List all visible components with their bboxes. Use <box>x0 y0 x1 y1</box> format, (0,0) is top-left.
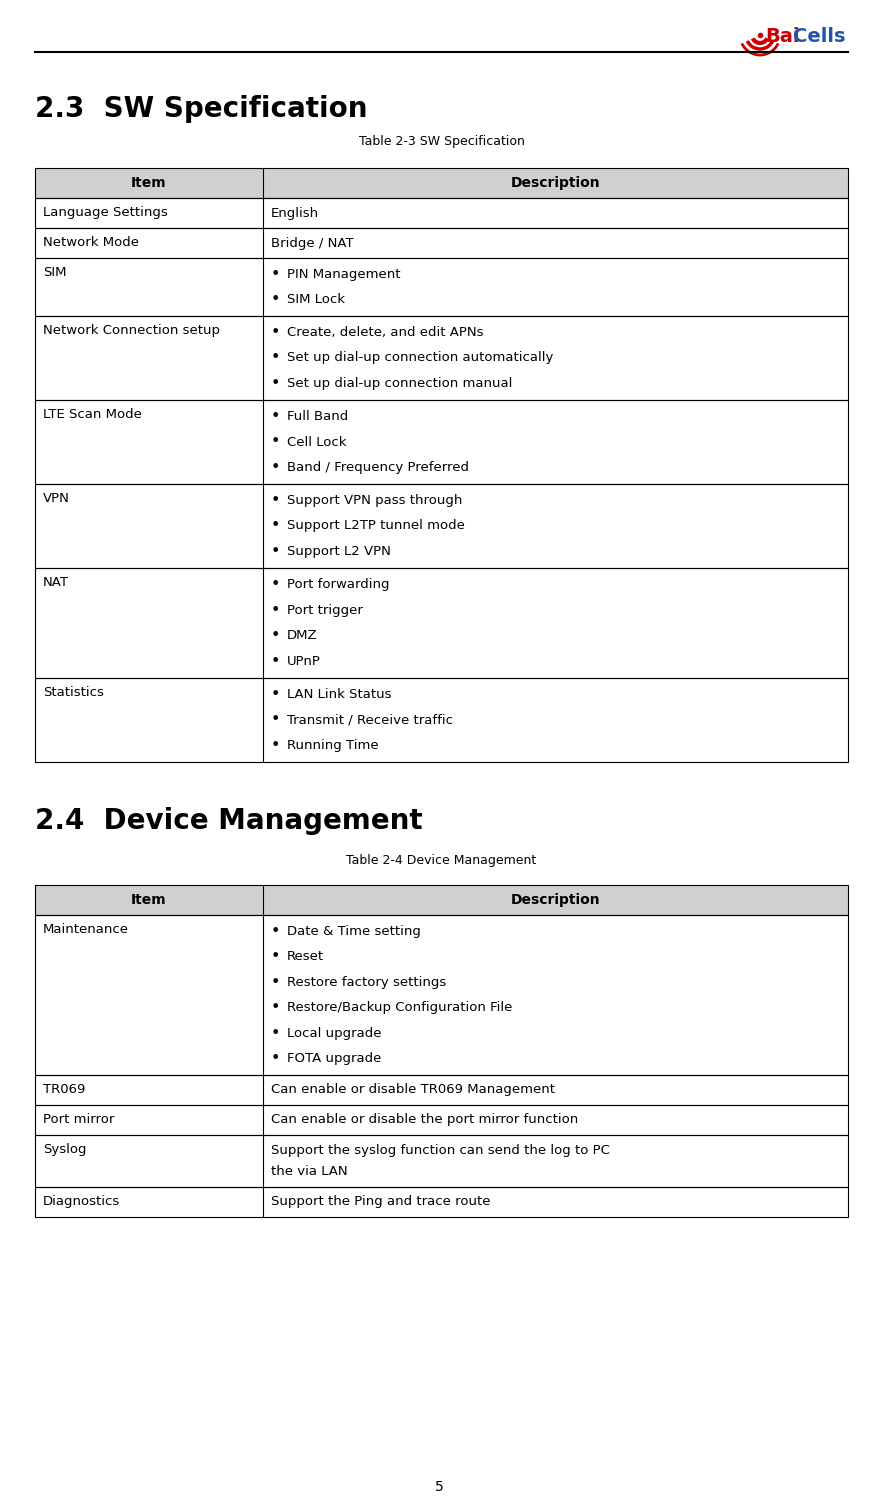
Text: Transmit / Receive traffic: Transmit / Receive traffic <box>287 714 453 726</box>
Text: •: • <box>271 351 280 366</box>
Bar <box>35 677 847 762</box>
Bar <box>35 168 847 198</box>
Text: •: • <box>271 603 280 618</box>
Text: Item: Item <box>131 894 167 907</box>
Text: 2.3  SW Specification: 2.3 SW Specification <box>35 95 367 122</box>
Text: •: • <box>271 519 280 534</box>
Text: •: • <box>271 268 280 281</box>
Text: Port forwarding: Port forwarding <box>287 578 389 591</box>
Text: FOTA upgrade: FOTA upgrade <box>287 1052 381 1064</box>
Text: SIM: SIM <box>43 266 67 280</box>
Text: •: • <box>271 712 280 727</box>
Text: •: • <box>271 629 280 643</box>
Text: Maintenance: Maintenance <box>43 922 129 936</box>
Text: •: • <box>271 686 280 702</box>
Text: VPN: VPN <box>43 491 70 505</box>
Text: Network Connection setup: Network Connection setup <box>43 324 220 337</box>
Text: •: • <box>271 376 280 392</box>
Bar <box>35 1105 847 1136</box>
Text: •: • <box>271 1025 280 1040</box>
Bar <box>35 228 847 259</box>
Text: Running Time: Running Time <box>287 739 378 751</box>
Text: Date & Time setting: Date & Time setting <box>287 925 420 937</box>
Text: Band / Frequency Preferred: Band / Frequency Preferred <box>287 461 468 473</box>
Text: Restore/Backup Configuration File: Restore/Backup Configuration File <box>287 1001 512 1015</box>
Text: DMZ: DMZ <box>287 629 317 643</box>
Text: •: • <box>271 325 280 340</box>
Text: Can enable or disable the port mirror function: Can enable or disable the port mirror fu… <box>271 1113 578 1126</box>
Bar <box>35 569 847 677</box>
Text: LTE Scan Mode: LTE Scan Mode <box>43 408 142 420</box>
Text: Reset: Reset <box>287 951 324 963</box>
Text: •: • <box>271 292 280 307</box>
Text: Can enable or disable TR069 Management: Can enable or disable TR069 Management <box>271 1084 554 1096</box>
Text: •: • <box>271 975 280 990</box>
Text: •: • <box>271 410 280 423</box>
Text: •: • <box>271 738 280 753</box>
Text: •: • <box>271 434 280 449</box>
Text: Support the Ping and trace route: Support the Ping and trace route <box>271 1196 490 1208</box>
Text: Bai: Bai <box>764 27 799 45</box>
Text: Table 2-3 SW Specification: Table 2-3 SW Specification <box>358 135 524 148</box>
Text: 5: 5 <box>434 1480 443 1494</box>
Bar <box>35 1136 847 1187</box>
Text: Support L2TP tunnel mode: Support L2TP tunnel mode <box>287 520 464 532</box>
Text: PIN Management: PIN Management <box>287 268 400 281</box>
Text: •: • <box>271 1001 280 1015</box>
Text: LAN Link Status: LAN Link Status <box>287 688 391 702</box>
Text: Item: Item <box>131 175 167 191</box>
Text: •: • <box>271 950 280 965</box>
Text: Set up dial-up connection manual: Set up dial-up connection manual <box>287 376 512 390</box>
Bar <box>35 168 847 198</box>
Bar <box>35 259 847 316</box>
Text: •: • <box>271 493 280 508</box>
Text: •: • <box>271 653 280 668</box>
Text: Diagnostics: Diagnostics <box>43 1194 120 1208</box>
Text: •: • <box>271 924 280 939</box>
Bar <box>35 316 847 401</box>
Text: Restore factory settings: Restore factory settings <box>287 975 446 989</box>
Text: Cell Lock: Cell Lock <box>287 435 346 449</box>
Text: Support L2 VPN: Support L2 VPN <box>287 544 390 558</box>
Bar <box>35 484 847 569</box>
Text: TR069: TR069 <box>43 1083 85 1096</box>
Text: the via LAN: the via LAN <box>271 1164 347 1178</box>
Text: Network Mode: Network Mode <box>43 236 139 249</box>
Text: UPnP: UPnP <box>287 655 320 668</box>
Text: SIM Lock: SIM Lock <box>287 293 345 305</box>
Text: Port mirror: Port mirror <box>43 1113 114 1126</box>
Text: Support the syslog function can send the log to PC: Support the syslog function can send the… <box>271 1145 610 1157</box>
Text: Language Settings: Language Settings <box>43 206 168 219</box>
Text: English: English <box>271 207 318 219</box>
Text: Set up dial-up connection automatically: Set up dial-up connection automatically <box>287 351 553 364</box>
Text: Description: Description <box>510 175 600 191</box>
Text: Table 2-4 Device Management: Table 2-4 Device Management <box>346 854 536 866</box>
Text: Cells: Cells <box>792 27 845 45</box>
Text: 2.4  Device Management: 2.4 Device Management <box>35 807 422 835</box>
Text: Full Band: Full Band <box>287 410 348 423</box>
Text: Statistics: Statistics <box>43 686 103 699</box>
Bar <box>35 1075 847 1105</box>
Text: Create, delete, and edit APNs: Create, delete, and edit APNs <box>287 327 483 339</box>
Text: •: • <box>271 1051 280 1066</box>
Bar <box>35 915 847 1075</box>
Text: Description: Description <box>510 894 600 907</box>
Text: •: • <box>271 460 280 475</box>
Bar <box>35 1187 847 1217</box>
Text: Bridge / NAT: Bridge / NAT <box>271 236 353 249</box>
Text: Support VPN pass through: Support VPN pass through <box>287 494 462 507</box>
Bar <box>35 885 847 915</box>
Text: Syslog: Syslog <box>43 1143 87 1157</box>
Text: •: • <box>271 544 280 559</box>
Text: NAT: NAT <box>43 576 69 590</box>
Bar <box>35 885 847 915</box>
Bar <box>35 401 847 484</box>
Text: Local upgrade: Local upgrade <box>287 1027 381 1040</box>
Bar <box>35 198 847 228</box>
Text: Port trigger: Port trigger <box>287 603 362 617</box>
Text: •: • <box>271 578 280 593</box>
